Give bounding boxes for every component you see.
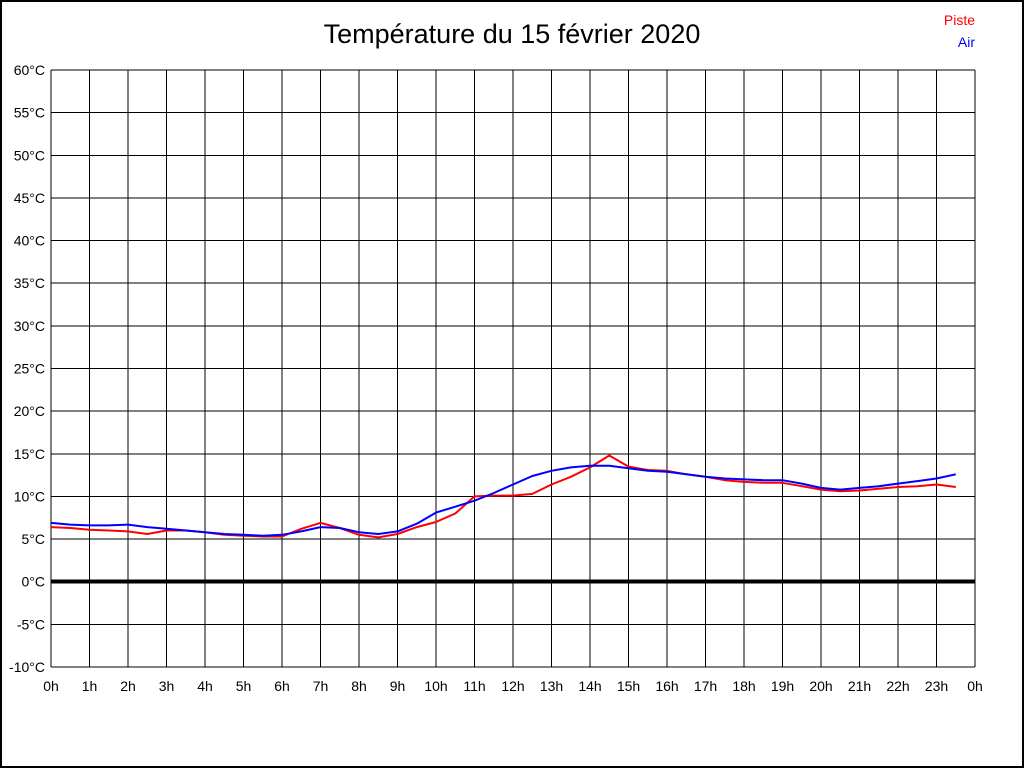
x-tick-label: 19h [771, 678, 794, 694]
series-line-air [50, 464, 957, 537]
y-tick-label: 40°C [14, 233, 45, 249]
x-tick-label: 9h [390, 678, 406, 694]
chart-title: Température du 15 février 2020 [323, 19, 701, 49]
y-tick-label: 35°C [14, 275, 45, 291]
x-tick-label: 12h [501, 678, 524, 694]
y-tick-label: 15°C [14, 446, 45, 462]
x-tick-label: 10h [424, 678, 447, 694]
y-tick-label: 50°C [14, 147, 45, 163]
y-tick-label: 5°C [22, 531, 46, 547]
x-tick-label: 14h [578, 678, 601, 694]
x-tick-label: 2h [120, 678, 136, 694]
y-tick-label: 60°C [14, 62, 45, 78]
x-tick-label: 1h [82, 678, 98, 694]
x-tick-label: 3h [159, 678, 175, 694]
y-tick-label: 45°C [14, 190, 45, 206]
x-tick-label: 8h [351, 678, 367, 694]
x-tick-label: 6h [274, 678, 290, 694]
y-tick-label: -5°C [17, 616, 45, 632]
y-tick-label: 0°C [22, 574, 46, 590]
x-tick-label: 7h [313, 678, 329, 694]
x-tick-label: 21h [848, 678, 871, 694]
x-tick-label: 11h [463, 678, 485, 694]
y-tick-label: 10°C [14, 488, 45, 504]
y-tick-label: 20°C [14, 403, 45, 419]
x-tick-label: 0h [43, 678, 59, 694]
legend: Piste Air [944, 9, 975, 53]
x-tick-label: 5h [236, 678, 252, 694]
y-tick-label: 55°C [14, 105, 45, 121]
x-tick-label: 13h [540, 678, 563, 694]
y-tick-label: 30°C [14, 318, 45, 334]
x-tick-label: 22h [886, 678, 909, 694]
y-tick-label: -10°C [9, 659, 45, 675]
x-tick-label: 16h [655, 678, 678, 694]
x-tick-label: 4h [197, 678, 213, 694]
legend-item-piste: Piste [943, 12, 975, 28]
x-tick-label: 18h [732, 678, 755, 694]
x-tick-label: 17h [694, 678, 717, 694]
y-tick-label: 25°C [14, 361, 45, 377]
x-tick-label: 0h [967, 678, 983, 694]
x-tick-label: 20h [809, 678, 832, 694]
legend-item-air: Air [957, 34, 975, 50]
x-tick-label: 15h [617, 678, 640, 694]
x-tick-label: 23h [925, 678, 948, 694]
